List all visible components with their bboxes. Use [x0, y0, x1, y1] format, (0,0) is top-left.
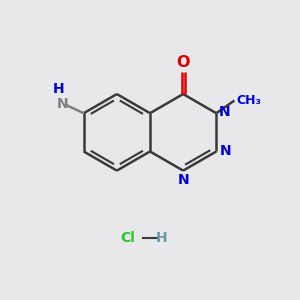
Text: N: N [178, 173, 190, 187]
Text: H: H [156, 231, 168, 245]
Text: N: N [220, 145, 232, 158]
Text: CH₃: CH₃ [237, 94, 262, 107]
Text: N: N [56, 97, 68, 111]
Text: O: O [176, 56, 190, 70]
Text: H: H [53, 82, 64, 96]
Text: N: N [219, 105, 231, 119]
Text: Cl: Cl [120, 231, 135, 245]
